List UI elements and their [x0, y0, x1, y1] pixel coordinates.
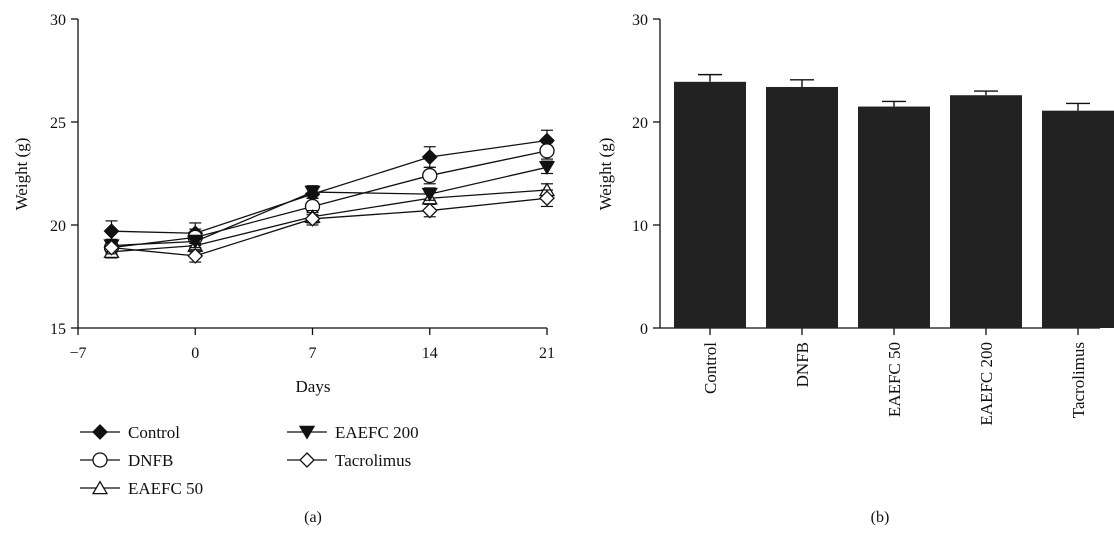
y-tick-label: 10 [632, 218, 648, 235]
bar [1042, 110, 1114, 328]
data-point [304, 210, 321, 227]
y-tick-label: 20 [50, 218, 66, 235]
legend-label: EAEFC 50 [128, 479, 203, 498]
y-tick-label: 30 [632, 12, 648, 29]
series [103, 160, 556, 254]
data-point [421, 187, 438, 202]
x-tick-label: DNFB [793, 342, 812, 387]
panel-label: (a) [304, 509, 322, 526]
legend-label: Control [128, 423, 180, 442]
data-point [187, 235, 204, 250]
y-ticks: 15 20 25 30 [50, 12, 78, 338]
series-line [111, 166, 548, 247]
legend-marker [298, 425, 316, 440]
legend-marker [91, 480, 109, 495]
legend-item: Tacrolimus [287, 451, 411, 470]
data-point [304, 185, 321, 200]
x-tick-label: −7 [69, 345, 86, 362]
y-tick-label: 0 [640, 321, 648, 338]
bar [950, 95, 1022, 328]
x-tick-label: Control [701, 342, 720, 394]
y-tick-label: 20 [632, 115, 648, 132]
x-ticks: Control DNFB EAEFC 50 EAEFC 200 Tacrolimus [701, 328, 1088, 426]
data-point [538, 161, 556, 175]
x-tick-label: 0 [191, 345, 199, 362]
legend-marker [299, 452, 315, 468]
x-tick-label: 14 [422, 345, 438, 362]
data-point [103, 239, 120, 256]
data-point [421, 202, 438, 219]
series [103, 129, 555, 245]
x-tick-label: EAEFC 50 [885, 342, 904, 417]
x-ticks: −7 0 7 14 21 [69, 328, 555, 362]
legend-item: Control [80, 423, 180, 442]
y-ticks: 0 10 20 30 [632, 12, 660, 338]
bar [674, 81, 746, 328]
data-point [539, 143, 555, 159]
legend-label: Tacrolimus [335, 451, 411, 470]
series [103, 189, 555, 264]
data-point [103, 223, 120, 240]
x-tick-label: 7 [309, 345, 317, 362]
y-tick-label: 25 [50, 115, 66, 132]
data-point [421, 149, 438, 165]
y-tick-label: 30 [50, 12, 66, 29]
x-tick-label: Tacrolimus [1069, 342, 1088, 418]
x-axis-label: Days [296, 377, 331, 396]
legend-item: EAEFC 200 [287, 423, 419, 442]
bar-chart-panel-b: 0 10 20 30 Weight (g) Control DNFB EAEFC 50 EA… [596, 12, 1114, 526]
legend-marker [92, 452, 108, 468]
y-axis-label: Weight (g) [596, 138, 615, 211]
y-axis-label: Weight (g) [12, 138, 31, 211]
legend-item: DNFB [80, 451, 173, 470]
line-chart-panel-a: 15 20 25 30 −7 0 7 14 21 Weight (g) Days Contro… [12, 12, 556, 526]
y-tick-label: 15 [50, 321, 66, 338]
legend-marker [92, 424, 108, 440]
data-point [187, 247, 204, 264]
series [103, 182, 556, 259]
legend-label: DNFB [128, 451, 173, 470]
series-group [103, 129, 556, 264]
legend-label: EAEFC 200 [335, 423, 419, 442]
data-point [422, 167, 438, 184]
panel-label: (b) [871, 509, 890, 526]
bars-group [674, 73, 1114, 328]
bar [858, 106, 930, 328]
x-tick-label: 21 [539, 345, 555, 362]
x-tick-label: EAEFC 200 [977, 342, 996, 426]
series [103, 142, 555, 257]
bar [766, 86, 838, 328]
data-point [539, 190, 555, 207]
legend-item: EAEFC 50 [80, 479, 203, 498]
legend: Control DNFB EAEFC 50 EAEFC 200 Tacrolimus [80, 423, 419, 498]
series-line [111, 139, 548, 234]
